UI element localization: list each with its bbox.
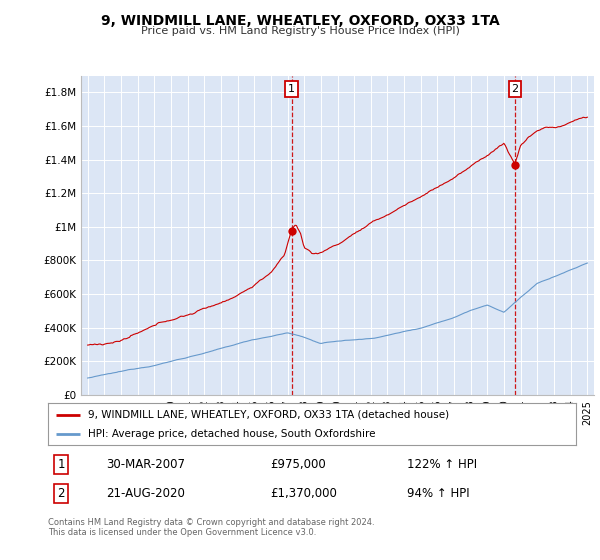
Text: Contains HM Land Registry data © Crown copyright and database right 2024.
This d: Contains HM Land Registry data © Crown c… <box>48 518 374 538</box>
Text: 1: 1 <box>58 458 65 471</box>
Text: 94% ↑ HPI: 94% ↑ HPI <box>407 487 470 500</box>
Text: 9, WINDMILL LANE, WHEATLEY, OXFORD, OX33 1TA: 9, WINDMILL LANE, WHEATLEY, OXFORD, OX33… <box>101 14 499 28</box>
Text: 30-MAR-2007: 30-MAR-2007 <box>106 458 185 471</box>
Text: 1: 1 <box>288 84 295 94</box>
Text: Price paid vs. HM Land Registry's House Price Index (HPI): Price paid vs. HM Land Registry's House … <box>140 26 460 36</box>
Text: £975,000: £975,000 <box>270 458 326 471</box>
Text: 122% ↑ HPI: 122% ↑ HPI <box>407 458 477 471</box>
Text: 2: 2 <box>58 487 65 500</box>
Text: £1,370,000: £1,370,000 <box>270 487 337 500</box>
Text: HPI: Average price, detached house, South Oxfordshire: HPI: Average price, detached house, Sout… <box>88 429 375 439</box>
Text: 21-AUG-2020: 21-AUG-2020 <box>106 487 185 500</box>
Text: 9, WINDMILL LANE, WHEATLEY, OXFORD, OX33 1TA (detached house): 9, WINDMILL LANE, WHEATLEY, OXFORD, OX33… <box>88 409 449 419</box>
Text: 2: 2 <box>511 84 518 94</box>
